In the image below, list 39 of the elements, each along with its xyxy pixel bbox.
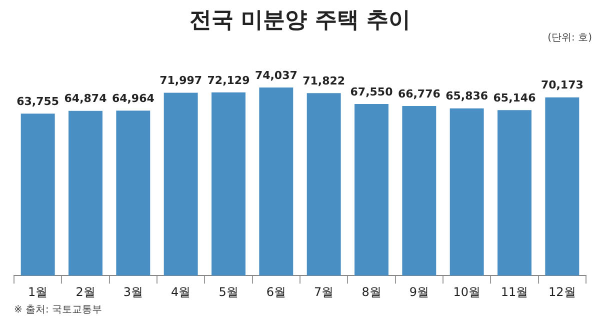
bar	[306, 93, 341, 276]
x-tick-label: 10월	[453, 284, 480, 299]
text: ※ 출처: 국토교통부	[14, 304, 102, 316]
bar	[20, 114, 55, 276]
data-label: 64,964	[112, 92, 155, 105]
x-tick-label: 12월	[548, 284, 576, 299]
x-tick-label: 3월	[123, 284, 143, 299]
x-tick-label: 11월	[500, 284, 528, 299]
x-tick-label: 8월	[362, 284, 382, 299]
bar	[68, 110, 102, 276]
bar	[212, 92, 246, 276]
bar	[164, 92, 198, 276]
data-label: 65,146	[493, 91, 536, 104]
x-tick-label: 4월	[171, 284, 191, 299]
text: (단위: 호)	[548, 32, 592, 44]
bar	[450, 108, 484, 276]
data-label: 63,755	[16, 95, 60, 108]
x-tick-label: 1월	[28, 284, 48, 299]
x-tick-label: 2월	[76, 284, 96, 299]
data-label: 66,776	[398, 87, 441, 100]
bar	[498, 110, 532, 276]
x-tick-label: 9월	[409, 284, 429, 299]
data-label: 71,997	[160, 74, 202, 88]
x-tick-label: 7월	[314, 284, 334, 299]
bar	[116, 110, 150, 276]
bar	[354, 104, 388, 276]
bar	[402, 106, 436, 276]
data-label: 72,129	[207, 74, 250, 87]
data-label: 67,550	[350, 85, 394, 98]
data-label: 71,822	[302, 74, 346, 88]
data-label: 74,037	[254, 68, 298, 82]
bar	[545, 97, 580, 276]
x-tick-label: 6월	[266, 284, 286, 299]
bar	[259, 88, 294, 276]
data-label: 70,173	[540, 78, 584, 92]
chart-title: 전국 미분양 주택 추이	[190, 8, 410, 33]
data-label: 65,836	[446, 90, 488, 103]
x-tick-label: 5월	[218, 284, 238, 299]
data-label: 64,874	[64, 92, 108, 106]
